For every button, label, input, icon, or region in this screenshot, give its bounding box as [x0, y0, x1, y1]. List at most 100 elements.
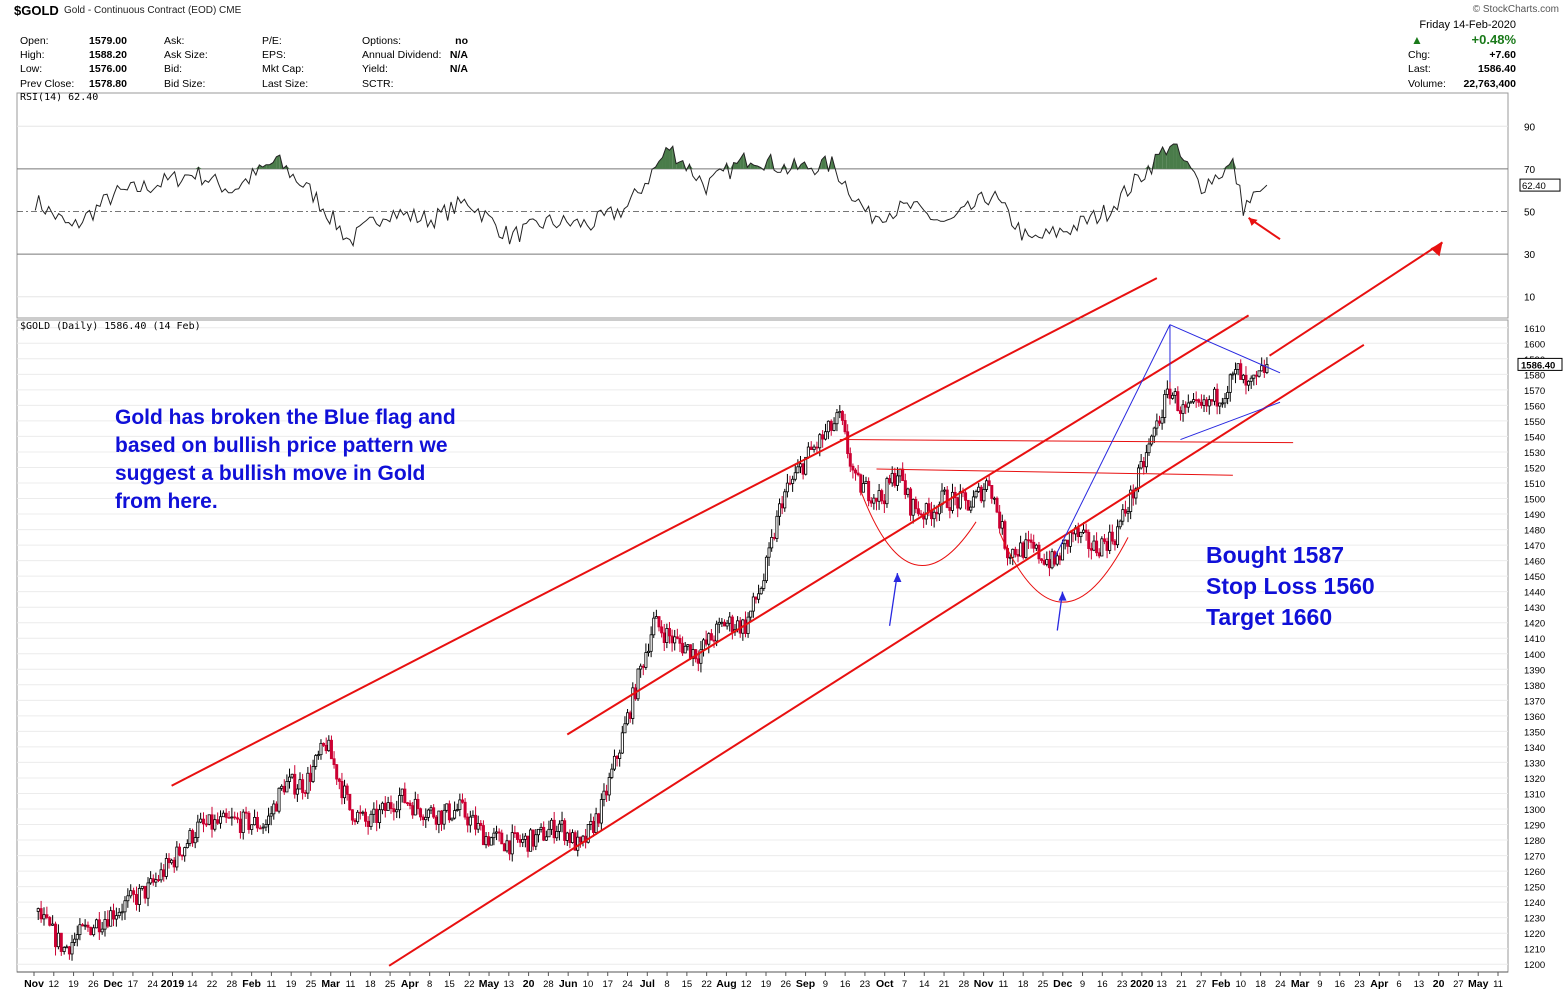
- price-tick-label: 1390: [1524, 665, 1545, 676]
- candle-body: [238, 818, 242, 833]
- date-tick-label: 23: [1354, 979, 1365, 990]
- candle-body: [280, 785, 284, 789]
- ask-size-label: Ask Size:: [164, 49, 208, 61]
- rsi-value-label: 62.40: [1522, 181, 1546, 192]
- candle-body: [675, 636, 679, 639]
- date-tick-label: 19: [68, 979, 79, 990]
- candle-body: [59, 932, 63, 952]
- trade-plan-line: Bought 1587: [1206, 542, 1345, 568]
- candle-body: [615, 755, 619, 759]
- prev-close-value: 1578.80: [89, 78, 127, 90]
- date-tick-label: 28: [227, 979, 238, 990]
- candle-body: [366, 820, 370, 827]
- candle-body: [618, 752, 622, 759]
- date-tick-label: 14: [919, 979, 930, 990]
- price-grid: [17, 327, 1508, 965]
- candle-body: [702, 639, 706, 651]
- candle-body: [421, 816, 425, 821]
- flag-lower-line: [1180, 401, 1281, 441]
- date-tick-label: 16: [1097, 979, 1108, 990]
- date-tick-label: Mar: [1291, 978, 1310, 990]
- candle-body: [1186, 402, 1190, 408]
- price-tick-label: 1500: [1524, 495, 1545, 506]
- candle-body: [631, 687, 635, 719]
- candle-body: [880, 490, 884, 502]
- date-tick-label: 10: [583, 979, 594, 990]
- candle-body: [788, 482, 792, 485]
- rsi-overbought-area: [1155, 154, 1159, 169]
- candle-body: [1233, 369, 1237, 375]
- candle-body: [699, 649, 703, 664]
- candle-body: [378, 809, 382, 823]
- candle-body: [911, 498, 915, 516]
- price-tick-label: 1450: [1524, 572, 1545, 583]
- candle-body: [1150, 435, 1154, 445]
- candle-body: [429, 807, 433, 811]
- candle-body: [838, 411, 842, 414]
- candle-body: [647, 650, 651, 654]
- candle-body: [447, 803, 451, 821]
- candle-body: [757, 593, 761, 600]
- up-triangle-icon: ▲: [1411, 33, 1423, 47]
- bid-label: Bid:: [164, 63, 183, 75]
- candle-body: [1223, 397, 1227, 404]
- candle-body: [282, 785, 286, 793]
- candle-body: [1210, 399, 1214, 402]
- instrument-name: Gold - Continuous Contract (EOD) CME: [64, 5, 242, 16]
- candle-body: [1194, 399, 1198, 402]
- price-tick-label: 1440: [1524, 588, 1545, 599]
- candle-body: [746, 616, 750, 634]
- candle-body: [909, 488, 913, 516]
- candle-body: [460, 799, 464, 803]
- price-tick-label: 1570: [1524, 386, 1545, 397]
- candle-body: [170, 859, 174, 864]
- date-tick-label: 15: [444, 979, 455, 990]
- candle-body: [1184, 404, 1188, 408]
- candle-body: [557, 823, 561, 832]
- candle-body: [513, 832, 517, 835]
- date-tick-label: 27: [1196, 979, 1207, 990]
- candle-body: [1189, 401, 1193, 404]
- price-tick-label: 1420: [1524, 619, 1545, 630]
- candle-body: [267, 815, 271, 825]
- candle-body: [1084, 529, 1088, 533]
- candle-body: [502, 843, 506, 852]
- candle-body: [1050, 551, 1054, 569]
- rsi-overbought-area: [198, 166, 202, 169]
- candle-body: [73, 938, 77, 943]
- rsi-overbought-area: [665, 147, 670, 169]
- candle-body: [1260, 365, 1264, 372]
- candle-body: [56, 932, 60, 948]
- candle-body: [1063, 539, 1067, 545]
- date-tick-label: 12: [741, 979, 752, 990]
- candle-body: [219, 816, 223, 824]
- target-arrow-line: [1268, 241, 1444, 357]
- candle-body: [877, 490, 881, 502]
- candle-body: [67, 946, 71, 955]
- candle-body: [856, 472, 860, 476]
- chg-value: +7.60: [1489, 49, 1516, 61]
- candle-body: [550, 819, 554, 830]
- candle-body: [573, 832, 577, 851]
- candle-body: [97, 919, 101, 933]
- eps-label: EPS:: [262, 49, 286, 61]
- candle-body: [628, 712, 632, 719]
- candle-body: [134, 894, 138, 905]
- candle-body: [1131, 489, 1135, 499]
- price-value-label: 1586.40: [1521, 360, 1555, 371]
- cup-curve: [999, 532, 1129, 603]
- price-tick-label: 1550: [1524, 417, 1545, 428]
- candle-body: [311, 766, 315, 782]
- rsi-overbought-area: [266, 164, 270, 169]
- date-tick-label: Nov: [974, 978, 994, 990]
- date-tick-label: 16: [1334, 979, 1345, 990]
- price-tick-label: 1380: [1524, 681, 1545, 692]
- price-tick-label: 1610: [1524, 324, 1545, 335]
- price-tick-label: 1560: [1524, 401, 1545, 412]
- price-tick-label: 1360: [1524, 712, 1545, 723]
- dividend-value: N/A: [449, 49, 468, 61]
- candle-body: [440, 810, 444, 825]
- candle-body: [65, 946, 69, 949]
- candle-body: [416, 798, 420, 810]
- date-tick-label: Dec: [1053, 978, 1072, 990]
